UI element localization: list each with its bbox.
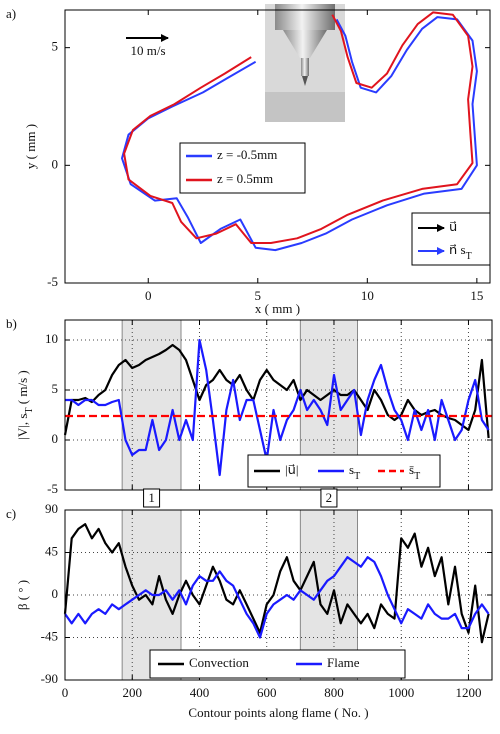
legend-label-part: T <box>414 471 420 482</box>
x-tick-label: 10 <box>361 288 374 303</box>
legend-label-part: |u⃗| <box>285 462 298 477</box>
legend-label-part: z = -0.5mm <box>217 147 277 162</box>
legend-box <box>149 649 406 679</box>
data-line <box>65 338 490 477</box>
data-line <box>64 556 490 639</box>
legend-label-part: s <box>349 462 354 477</box>
data-line <box>63 523 490 644</box>
x-tick-label: 1200 <box>455 685 481 700</box>
legend-label-part: Flame <box>327 655 360 670</box>
y-tick-label: 5 <box>52 381 59 396</box>
x-tick-label: 600 <box>257 685 277 700</box>
x-axis-label: x ( mm ) <box>255 301 300 316</box>
y-axis-label: β ( ° ) <box>15 580 30 610</box>
legend-label-part: T <box>354 471 360 482</box>
y-tick-label: 0 <box>52 586 59 601</box>
panel-label: a) <box>6 6 16 21</box>
legend-label-part: T <box>466 251 472 262</box>
legend-label: sT <box>349 462 360 482</box>
legend-label: z = 0.5mm <box>217 171 273 186</box>
y-axis-label: |V|, sT ( m/s ) <box>15 370 35 439</box>
legend-label: Convection <box>189 655 249 670</box>
y-tick-label: 10 <box>45 331 58 346</box>
x-tick-label: 200 <box>122 685 142 700</box>
x-tick-label: 800 <box>324 685 344 700</box>
x-tick-label: 15 <box>470 288 483 303</box>
legend-label: Flame <box>327 655 360 670</box>
y-tick-label: 0 <box>52 156 59 171</box>
panel-label: c) <box>6 506 16 521</box>
region-label-box <box>320 488 338 508</box>
legend-label: n⃗ sT <box>449 242 472 262</box>
y-tick-label: -5 <box>47 481 58 496</box>
plot-frame <box>64 319 493 491</box>
x-axis-label: Contour points along flame ( No. ) <box>188 705 368 720</box>
legend-label: z = -0.5mm <box>217 147 277 162</box>
y-tick-label: 0 <box>52 431 59 446</box>
x-tick-label: 5 <box>255 288 262 303</box>
plot-frame <box>64 509 493 681</box>
region-label-box <box>143 488 161 508</box>
data-line <box>63 343 490 439</box>
data-line <box>123 11 474 244</box>
legend-box <box>411 212 491 266</box>
scale-label: 10 m/s <box>130 43 165 58</box>
nozzle-illustration <box>265 4 345 122</box>
region-label: 2 <box>326 490 333 505</box>
x-tick-label: 0 <box>145 288 152 303</box>
y-tick-label: 90 <box>45 501 58 516</box>
x-tick-label: 1000 <box>388 685 414 700</box>
y-tick-label: 5 <box>52 39 59 54</box>
legend-label-part: u⃗ <box>449 219 457 234</box>
y-axis-label: y ( mm ) <box>23 124 38 169</box>
legend-label: |u⃗| <box>285 462 298 477</box>
y-axis-label-part: |V|, s <box>15 414 30 440</box>
legend-label-part: s̄ <box>409 462 414 477</box>
legend-label-part: Convection <box>189 655 249 670</box>
y-tick-label: 45 <box>45 543 58 558</box>
data-line <box>121 16 478 252</box>
y-axis-label-part: ( m/s ) <box>15 370 30 407</box>
legend-label: s̄T <box>409 462 420 482</box>
legend-label-part: z = 0.5mm <box>217 171 273 186</box>
region-label: 1 <box>148 490 155 505</box>
x-tick-label: 400 <box>190 685 210 700</box>
y-axis-label-part: T <box>24 407 35 413</box>
legend-label: u⃗ <box>449 219 457 234</box>
panel-label: b) <box>6 316 17 331</box>
y-tick-label: -45 <box>41 628 58 643</box>
y-tick-label: -5 <box>47 274 58 289</box>
legend-box <box>179 142 306 194</box>
x-tick-label: 0 <box>62 685 69 700</box>
plot-frame <box>64 9 491 284</box>
y-tick-label: -90 <box>41 671 58 686</box>
legend-label-part: n⃗ s <box>449 242 466 257</box>
